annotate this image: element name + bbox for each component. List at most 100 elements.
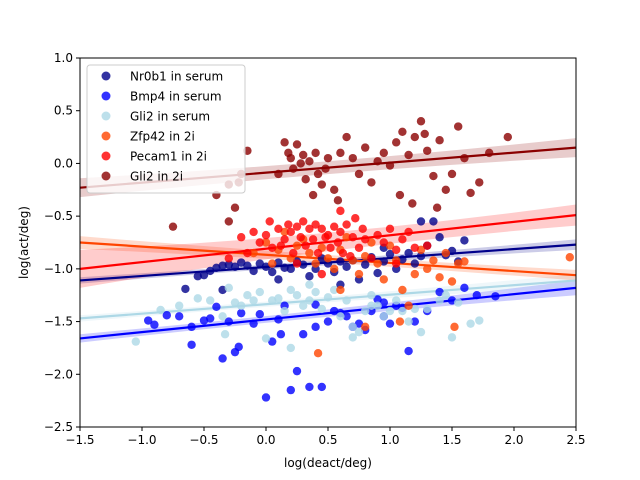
data-point (289, 248, 298, 258)
data-point (398, 306, 407, 316)
data-point (373, 301, 382, 310)
data-point (255, 287, 264, 297)
data-point (323, 293, 333, 302)
data-point (243, 261, 252, 270)
data-point (398, 127, 407, 136)
data-point (224, 254, 233, 263)
x-tick-label: 2.5 (566, 433, 585, 447)
data-point (485, 148, 494, 158)
data-point (435, 296, 444, 305)
data-point (447, 169, 457, 179)
y-tick-label: −2.5 (44, 420, 73, 434)
data-point (311, 259, 320, 268)
data-point (475, 316, 484, 325)
data-point (423, 146, 432, 155)
data-point (385, 224, 395, 233)
data-point (336, 148, 345, 158)
data-point (330, 185, 339, 194)
data-point (336, 257, 345, 266)
data-point (333, 196, 343, 205)
data-point (311, 300, 320, 309)
data-point (454, 298, 463, 307)
data-point (308, 190, 318, 200)
data-point (206, 266, 215, 276)
data-point (503, 132, 512, 142)
data-point (342, 220, 351, 229)
data-point (305, 248, 314, 258)
data-point (305, 224, 314, 233)
data-point (323, 254, 333, 263)
data-point (313, 248, 323, 258)
data-point (373, 268, 382, 278)
data-point (187, 340, 196, 349)
data-point (292, 259, 302, 268)
data-point (274, 275, 283, 284)
data-point (199, 270, 209, 280)
legend-label: Bmp4 in serum (130, 90, 222, 104)
legend-marker (101, 151, 111, 161)
data-point (150, 320, 159, 329)
data-point (348, 233, 357, 242)
data-point (261, 230, 271, 240)
data-point (299, 217, 308, 226)
data-point (404, 150, 413, 160)
data-point (261, 334, 271, 343)
legend-label: Gli2 in serum (130, 110, 210, 124)
data-point (230, 203, 240, 212)
data-point (255, 259, 264, 268)
data-point (379, 238, 388, 247)
data-point (379, 148, 388, 158)
data-point (286, 227, 295, 237)
data-point (367, 301, 376, 310)
data-point (313, 169, 323, 179)
confidence-band-1 (80, 280, 576, 343)
data-point (299, 301, 308, 310)
data-point (404, 248, 413, 258)
data-point (280, 263, 289, 273)
y-tick-label: −1.5 (44, 315, 73, 329)
data-point (162, 311, 171, 320)
data-point (385, 306, 395, 316)
data-point (416, 217, 426, 226)
data-point (435, 287, 444, 297)
data-point (317, 180, 326, 189)
data-point (261, 262, 271, 271)
data-point (460, 153, 469, 163)
data-point (373, 295, 382, 304)
data-point (286, 153, 295, 163)
data-point (220, 330, 230, 339)
data-point (274, 224, 283, 233)
data-point (460, 257, 469, 266)
data-point (358, 224, 367, 233)
data-point (317, 304, 326, 314)
data-point (392, 296, 401, 305)
data-point (447, 333, 457, 342)
data-point (305, 296, 314, 305)
legend-marker (101, 71, 111, 81)
data-point (466, 188, 475, 198)
data-point (367, 238, 376, 247)
x-tick-label: −1.5 (65, 433, 94, 447)
data-point (280, 138, 289, 147)
data-point (404, 317, 413, 326)
data-point (255, 238, 264, 247)
data-point (423, 264, 432, 274)
data-point (404, 301, 413, 310)
data-point (313, 349, 323, 358)
data-point (472, 291, 481, 300)
data-point (286, 385, 295, 395)
data-point (373, 230, 382, 240)
data-point (416, 252, 426, 261)
data-point (299, 260, 308, 269)
data-point (230, 298, 240, 307)
data-point (435, 136, 444, 145)
data-point (336, 227, 345, 237)
legend: Nr0b1 in serum Bmp4 in serum Gli2 in serum… (86, 64, 246, 194)
data-point (460, 283, 469, 293)
data-point (342, 312, 351, 321)
data-point (224, 317, 233, 326)
legend-box (86, 64, 246, 194)
data-point (404, 227, 413, 237)
x-tick-label: −1.0 (127, 433, 156, 447)
data-point (212, 302, 221, 312)
